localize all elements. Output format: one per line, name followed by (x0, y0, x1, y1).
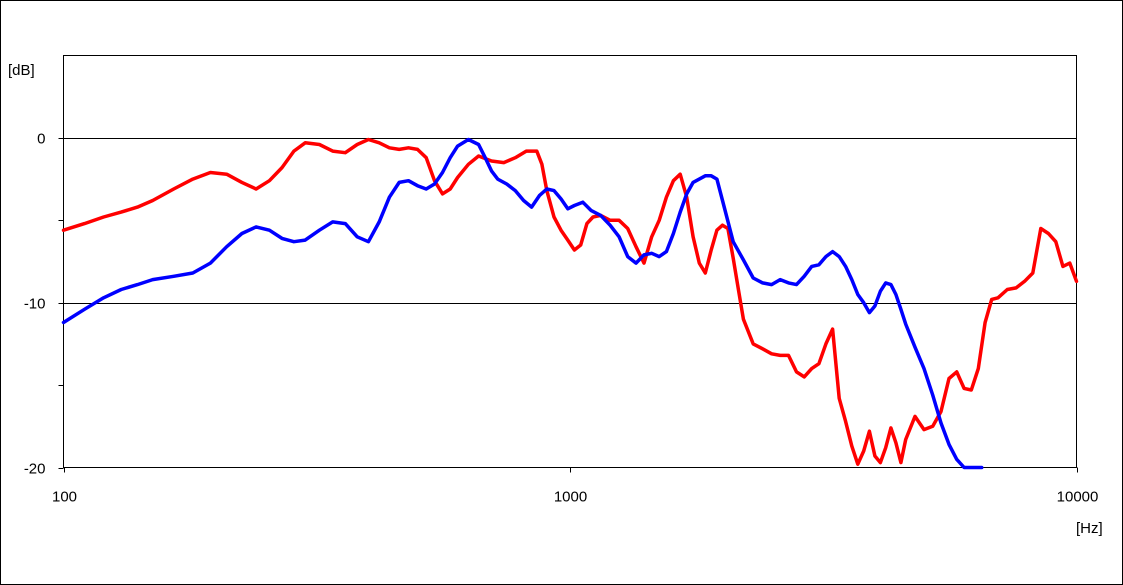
x-axis-label: [Hz] (1076, 520, 1103, 537)
y-gridlines (63, 138, 1077, 304)
series-line-2 (61, 137, 984, 470)
x-tick-label: 1000 (554, 489, 587, 506)
x-tick-label: 100 (52, 489, 77, 506)
y-tick-label: 0 (37, 131, 45, 148)
series-line-1 (61, 137, 1079, 466)
y-axis-label: [dB] (8, 62, 35, 79)
series-lines (61, 137, 1079, 470)
y-axis-ticks: 0 -10 -20 (24, 131, 64, 478)
y-tick-label: -10 (24, 296, 46, 313)
x-axis-ticks: 100 1000 10000 (52, 467, 1099, 506)
x-tick-label: 10000 (1057, 489, 1099, 506)
y-tick-label: -20 (24, 461, 46, 478)
